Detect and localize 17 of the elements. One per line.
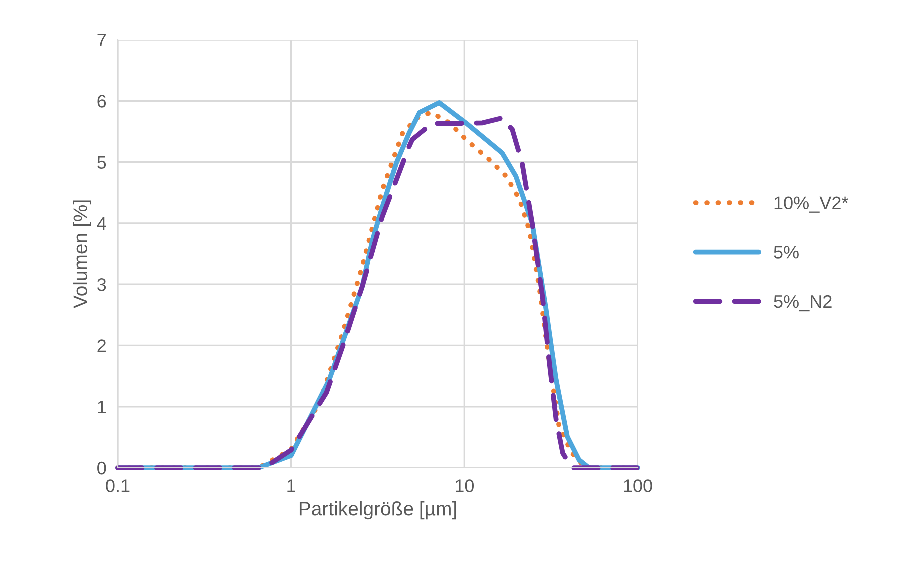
y-tick-label: 7 <box>98 34 106 47</box>
y-tick-label: 3 <box>98 278 106 292</box>
x-tick-label: 0.1 <box>106 480 130 492</box>
y-tick-label: 0 <box>98 462 106 475</box>
x-axis-title: Partikelgröße [µm] <box>300 502 456 520</box>
x-tick-label: 100 <box>624 480 652 492</box>
y-tick-label: 6 <box>98 95 106 108</box>
x-tick-label: 10 <box>456 480 474 492</box>
y-axis-title: Volumen [%] <box>73 200 92 308</box>
legend-label: 10%_V2* <box>774 196 848 213</box>
x-tick-label: 1 <box>288 480 296 492</box>
y-tick-label: 1 <box>98 400 106 414</box>
y-tick-label: 2 <box>98 340 106 352</box>
y-tick-label: 4 <box>97 218 106 230</box>
y-tick-label: 5 <box>98 156 106 170</box>
legend-label: 5% <box>774 246 799 259</box>
legend-label: 5%_N2 <box>774 295 832 312</box>
